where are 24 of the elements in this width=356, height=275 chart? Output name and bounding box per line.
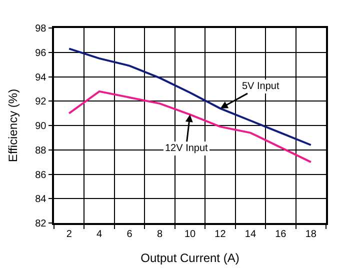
y-tick-label: 94 <box>35 72 47 84</box>
y-tick-label: 92 <box>35 96 47 108</box>
line-series <box>68 48 312 146</box>
x-tick-label: 6 <box>126 228 133 240</box>
line-series <box>68 90 312 164</box>
x-tick-label: 4 <box>96 228 103 240</box>
x-tick-label: 8 <box>157 228 163 240</box>
x-tick-label: 14 <box>244 228 256 240</box>
x-tick-label: 16 <box>275 228 287 240</box>
y-tick-label: 84 <box>35 194 47 206</box>
y-tick-label: 82 <box>35 218 47 230</box>
y-tick-label: 86 <box>35 170 47 181</box>
series-label: 12V Input <box>165 143 208 154</box>
x-axis-title: Output Current (A) <box>140 251 240 266</box>
x-tick-label: 10 <box>184 228 196 240</box>
y-tick-label: 88 <box>35 145 47 156</box>
x-tick-label: 2 <box>66 228 72 240</box>
x-tick-label: 18 <box>305 228 317 240</box>
y-tick-label: 98 <box>35 24 47 34</box>
y-tick-label: 96 <box>35 48 47 59</box>
x-tick-label: 12 <box>214 228 226 240</box>
y-tick-label: 90 <box>35 121 47 132</box>
y-axis-title: Efficiency (%) <box>6 88 20 162</box>
text: 5V Input <box>242 81 280 92</box>
